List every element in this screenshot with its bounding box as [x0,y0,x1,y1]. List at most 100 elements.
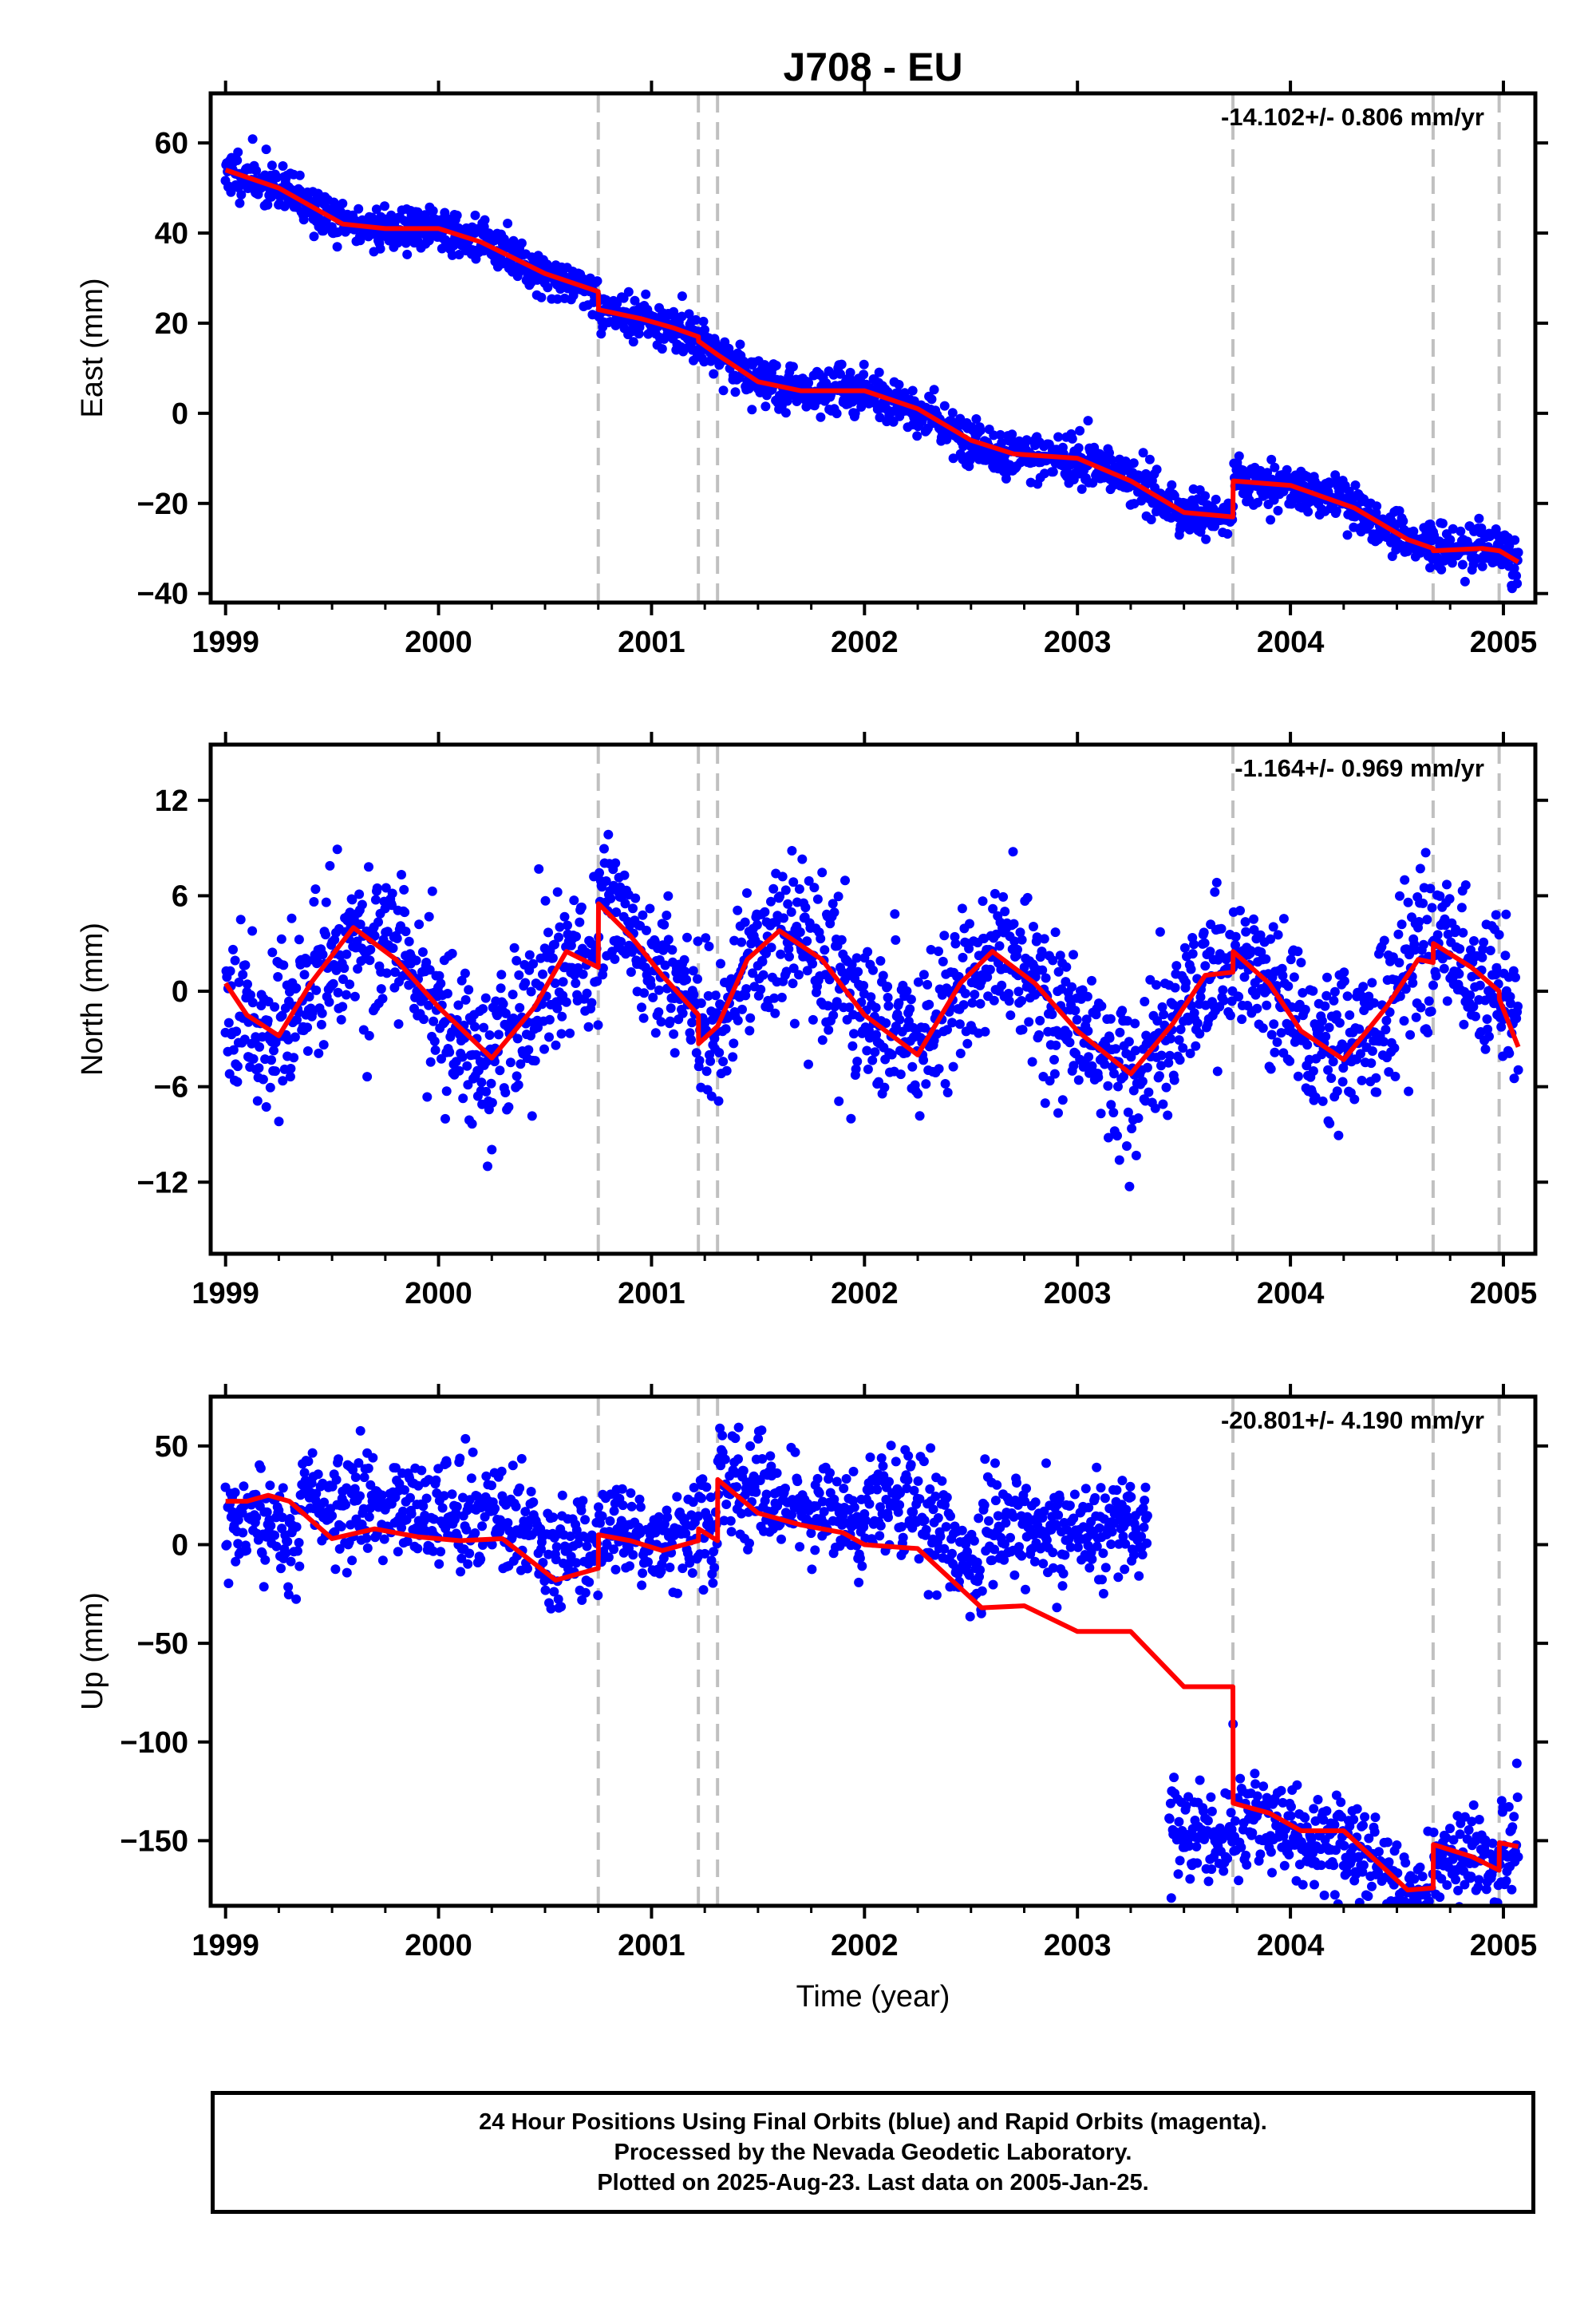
data-point [677,311,687,322]
data-point [853,966,863,977]
data-point [251,165,262,176]
data-point [417,947,428,957]
data-point [673,1588,682,1599]
data-point [905,1004,915,1014]
data-point [1140,997,1150,1006]
data-point [1390,1071,1400,1081]
data-point [486,1078,496,1089]
data-point [377,1555,388,1566]
data-point [626,1501,637,1512]
data-point [503,219,513,228]
data-point [368,1452,378,1463]
data-point [490,1504,500,1514]
data-point [792,1476,803,1487]
data-point [1128,1085,1139,1096]
data-point [847,959,857,970]
data-point [1200,491,1211,501]
data-point [648,992,658,1002]
data-point [1208,504,1219,514]
data-point [1262,468,1273,478]
data-point [1070,1006,1080,1016]
data-point [913,1089,923,1099]
data-point [620,899,630,909]
data-point [1511,972,1520,982]
data-point [662,1512,673,1523]
data-point [304,991,314,1002]
data-point [1223,529,1233,539]
data-point [1104,1132,1113,1143]
data-point [557,1490,567,1500]
data-point [458,1093,468,1104]
data-point [971,414,982,424]
data-point [997,437,1007,448]
data-point [1049,1054,1059,1065]
data-point [255,1463,266,1473]
data-point [234,977,244,987]
data-point [233,1515,243,1525]
x-tick-label: 2001 [618,626,685,659]
data-point [1471,1011,1480,1022]
data-point [546,1603,556,1614]
data-point [701,1066,712,1077]
data-point [618,1500,628,1511]
data-point [657,344,667,354]
data-point [1100,1059,1110,1069]
data-point [1414,917,1424,927]
data-point [891,1456,901,1467]
data-point [470,210,480,220]
data-point [693,974,702,984]
data-point [1109,1069,1119,1079]
data-point [536,292,547,302]
data-point [400,907,410,918]
data-point [804,875,814,886]
data-point [684,309,694,319]
data-point [737,1508,747,1519]
data-point [1105,1014,1116,1024]
data-point [1418,898,1428,908]
data-point [1400,984,1411,994]
data-point [626,1488,636,1498]
data-point [1123,1107,1133,1117]
data-point [895,1069,906,1080]
data-point [1152,1016,1163,1026]
data-point [1416,1002,1426,1013]
data-point [902,986,912,996]
data-point [757,1454,768,1464]
data-point [833,891,843,902]
velocity-annotation: -1.164+/- 0.969 mm/yr [1235,754,1484,782]
data-point [824,974,835,985]
data-point [1252,1003,1262,1014]
data-point [714,1048,725,1057]
data-point [232,1061,243,1072]
data-point [840,875,850,886]
data-point [681,1528,691,1539]
y-tick-label: −6 [154,1071,188,1105]
data-point [1282,464,1292,475]
data-point [1015,927,1025,938]
data-point [849,1502,859,1512]
data-point [859,370,869,380]
data-point [1408,978,1418,988]
data-point [462,1061,472,1071]
data-point [1371,1073,1381,1083]
data-point [263,1015,273,1026]
data-point [1024,1017,1034,1027]
data-point [273,972,283,982]
data-point [866,992,876,1002]
data-point [701,933,711,943]
data-point [1456,903,1467,913]
x-tick-label: 1999 [192,1277,259,1310]
data-point [299,970,310,980]
data-point [269,1045,279,1056]
data-point [883,993,893,1002]
data-point [988,903,998,914]
data-point [513,1080,523,1090]
data-point [894,380,904,389]
data-point [571,1558,582,1568]
data-point [807,1564,817,1575]
data-point [639,988,650,998]
data-point [1200,961,1211,971]
data-point [303,1456,314,1467]
data-point [628,337,638,347]
data-point [810,1545,820,1555]
